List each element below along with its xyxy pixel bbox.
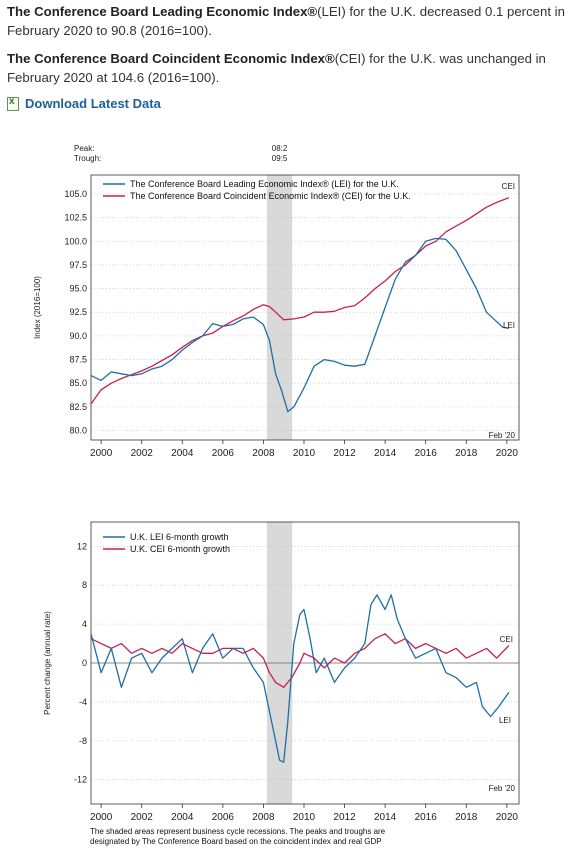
x-tick-label: 2016 <box>415 448 438 459</box>
y-tick-label: -12 <box>74 775 87 785</box>
cei-end-label: CEI <box>500 635 513 644</box>
trough-label: Trough: <box>74 154 101 163</box>
lei-cei-index-chart: 105.0 102.5 100.0 97.5 95.0 92.5 90.0 87.5 85.0 8… <box>33 144 520 459</box>
download-latest-data-link[interactable]: Download Latest Data <box>7 96 161 111</box>
x-tick-label: 2004 <box>171 448 194 459</box>
download-label: Download Latest Data <box>25 96 161 111</box>
x-tick-label: 2018 <box>455 448 478 459</box>
latest-date-label: Feb '20 <box>489 431 516 440</box>
cei-summary-text: (CEI) for the U.K. was unchanged in Febr… <box>7 51 546 85</box>
x-tick-label: 2018 <box>455 812 478 823</box>
y-tick-label: 8 <box>82 580 87 590</box>
cei-end-label: CEI <box>502 182 515 191</box>
x-tick-label: 2020 <box>496 812 519 823</box>
peak-label: Peak: <box>74 144 94 153</box>
cei-summary-bold: The Conference Board Coincident Economic… <box>7 51 335 66</box>
legend-cei-label: U.K. CEI 6-month growth <box>130 544 230 554</box>
x-tick-label: 2014 <box>374 448 397 459</box>
y-tick-label: 100.0 <box>64 236 87 246</box>
lei-end-label: LEI <box>503 321 515 330</box>
x-tick-label: 2012 <box>333 812 356 823</box>
footnote: The shaded areas represent business cycl… <box>90 827 386 846</box>
y-tick-label: 87.5 <box>69 355 87 365</box>
y-tick-label: 95.0 <box>69 284 87 294</box>
lei-summary: The Conference Board Leading Economic In… <box>7 2 567 40</box>
y-axis-label: Index (2016=100) <box>33 276 42 339</box>
lei-series-line <box>90 594 510 763</box>
lei-summary-bold: The Conference Board Leading Economic In… <box>7 4 318 19</box>
y-tick-label: 90.0 <box>69 331 87 341</box>
x-tick-label: 2008 <box>252 448 275 459</box>
x-tick-label: 2002 <box>131 812 154 823</box>
x-tick-label: 2008 <box>252 812 275 823</box>
lei-summary-text: (LEI) for the U.K. decreased 0.1 percent… <box>7 4 565 38</box>
y-tick-label: 85.0 <box>69 378 87 388</box>
legend-cei-label: The Conference Board Coincident Economic… <box>130 191 411 201</box>
y-tick-label: 97.5 <box>69 260 87 270</box>
x-tick-label: 2014 <box>374 812 397 823</box>
x-tick-label: 2012 <box>333 448 356 459</box>
y-tick-label: -4 <box>79 697 87 707</box>
cei-series-line <box>90 197 510 405</box>
y-tick-label: 92.5 <box>69 307 87 317</box>
plot-frame <box>90 521 520 805</box>
x-tick-label: 2000 <box>90 448 113 459</box>
x-tick-label: 2010 <box>293 812 316 823</box>
peak-date: 08:2 <box>272 144 288 153</box>
legend-lei-label: The Conference Board Leading Economic In… <box>130 179 399 189</box>
y-tick-label: 105.0 <box>64 189 87 199</box>
x-tick-label: 2002 <box>131 448 154 459</box>
x-tick-label: 2000 <box>90 812 113 823</box>
legend-lei-label: U.K. LEI 6-month growth <box>130 532 229 542</box>
latest-date-label: Feb '20 <box>489 784 516 793</box>
x-tick-label: 2020 <box>496 448 519 459</box>
y-tick-label: -8 <box>79 736 87 746</box>
excel-file-icon <box>7 96 19 111</box>
x-tick-label: 2004 <box>171 812 194 823</box>
y-tick-label: 12 <box>77 541 87 551</box>
x-tick-label: 2006 <box>212 812 235 823</box>
plot-frame <box>90 174 520 441</box>
y-tick-label: 82.5 <box>69 402 87 412</box>
x-tick-label: 2006 <box>212 448 235 459</box>
x-tick-label: 2010 <box>293 448 316 459</box>
cei-series-line <box>90 633 510 688</box>
y-tick-label: 0 <box>82 658 87 668</box>
x-tick-label: 2016 <box>415 812 438 823</box>
y-tick-label: 4 <box>82 619 87 629</box>
y-tick-label: 80.0 <box>69 426 87 436</box>
growth-rate-chart: 12 8 4 0 -4 -8 -12 2000 2002 2004 2006 2008 2010 2012… <box>43 521 520 823</box>
y-tick-label: 102.5 <box>64 213 87 223</box>
y-axis-label: Percent change (annual rate) <box>43 611 52 715</box>
lei-end-label: LEI <box>499 716 511 725</box>
lei-series-line <box>90 237 509 413</box>
cei-summary: The Conference Board Coincident Economic… <box>7 49 567 87</box>
trough-date: 09:5 <box>272 154 288 163</box>
